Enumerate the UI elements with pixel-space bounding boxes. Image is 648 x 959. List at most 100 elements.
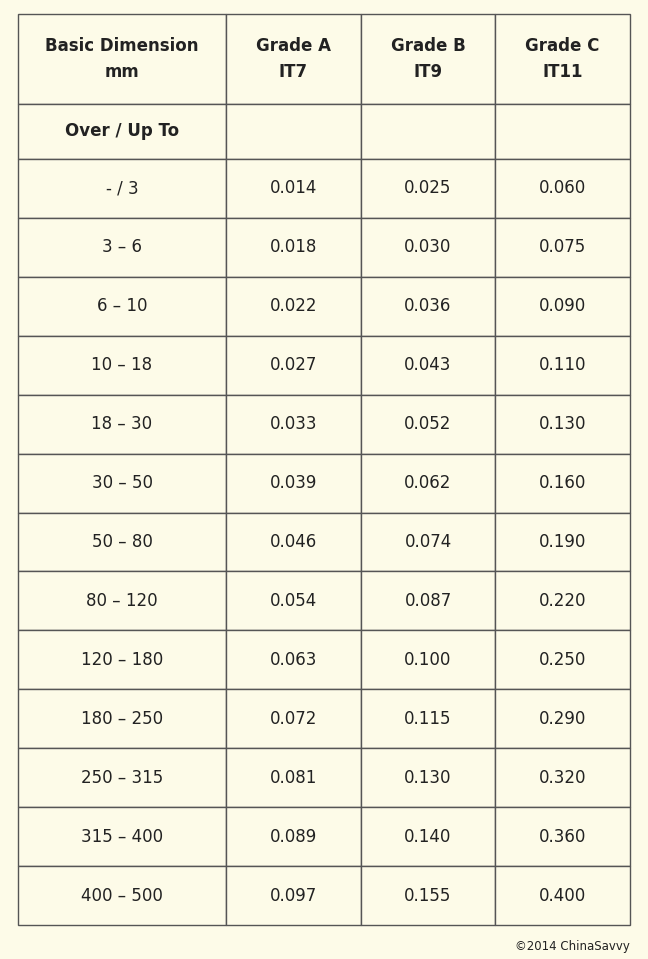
Bar [226,690,361,748]
Text: 50 – 80: 50 – 80 [91,533,152,551]
Text: 250 – 315: 250 – 315 [81,769,163,786]
Text: 315 – 400: 315 – 400 [81,828,163,846]
Bar [226,572,361,630]
Bar [361,454,495,512]
Text: 0.014: 0.014 [270,179,317,198]
Bar [361,336,495,395]
Bar [361,690,495,748]
Text: Over / Up To: Over / Up To [65,123,179,141]
Text: 0.097: 0.097 [270,886,317,904]
Bar [18,336,226,395]
Bar [18,572,226,630]
Bar [495,512,630,572]
Text: 0.400: 0.400 [539,886,586,904]
Text: Grade C
IT11: Grade C IT11 [526,36,600,82]
Text: 80 – 120: 80 – 120 [86,592,158,610]
Text: 0.033: 0.033 [270,415,317,433]
Bar [495,277,630,336]
Text: 0.089: 0.089 [270,828,317,846]
Text: 0.100: 0.100 [404,651,452,668]
Bar [495,454,630,512]
Text: 0.063: 0.063 [270,651,317,668]
Text: 0.155: 0.155 [404,886,452,904]
Bar [18,630,226,690]
Text: Grade B
IT9: Grade B IT9 [391,36,465,82]
Bar [18,807,226,866]
Bar [361,807,495,866]
Bar [495,748,630,807]
Text: 0.075: 0.075 [539,239,586,256]
Text: 0.054: 0.054 [270,592,317,610]
Bar [495,104,630,159]
Bar [361,572,495,630]
Text: 0.027: 0.027 [270,356,317,374]
Text: 0.052: 0.052 [404,415,452,433]
Bar [18,866,226,925]
Bar [18,218,226,277]
Text: 3 – 6: 3 – 6 [102,239,142,256]
Bar [495,14,630,104]
Text: 0.072: 0.072 [270,710,317,728]
Text: 0.090: 0.090 [539,297,586,316]
Text: 18 – 30: 18 – 30 [91,415,152,433]
Bar [18,748,226,807]
Bar [226,159,361,218]
Text: 0.290: 0.290 [539,710,586,728]
Bar [361,395,495,454]
Text: 180 – 250: 180 – 250 [81,710,163,728]
Bar [495,572,630,630]
Text: 10 – 18: 10 – 18 [91,356,152,374]
Bar [226,277,361,336]
Text: 0.087: 0.087 [404,592,452,610]
Bar [495,159,630,218]
Bar [495,630,630,690]
Text: 0.081: 0.081 [270,769,317,786]
Text: 0.036: 0.036 [404,297,452,316]
Bar [226,807,361,866]
Bar [361,14,495,104]
Text: 0.320: 0.320 [539,769,586,786]
Bar [361,218,495,277]
Bar [495,807,630,866]
Text: 0.018: 0.018 [270,239,317,256]
Bar [361,630,495,690]
Bar [226,14,361,104]
Bar [495,866,630,925]
Bar [361,277,495,336]
Text: 30 – 50: 30 – 50 [91,474,152,492]
Text: 0.190: 0.190 [539,533,586,551]
Text: - / 3: - / 3 [106,179,139,198]
Text: 0.110: 0.110 [539,356,586,374]
Bar [361,866,495,925]
Bar [361,748,495,807]
Text: 120 – 180: 120 – 180 [81,651,163,668]
Text: 0.130: 0.130 [539,415,586,433]
Text: 400 – 500: 400 – 500 [81,886,163,904]
Text: 6 – 10: 6 – 10 [97,297,147,316]
Text: 0.250: 0.250 [539,651,586,668]
Bar [18,14,226,104]
Text: Grade A
IT7: Grade A IT7 [256,36,331,82]
Text: 0.074: 0.074 [404,533,452,551]
Bar [18,512,226,572]
Bar [226,748,361,807]
Text: 0.043: 0.043 [404,356,452,374]
Text: 0.062: 0.062 [404,474,452,492]
Bar [495,690,630,748]
Bar [226,395,361,454]
Text: 0.160: 0.160 [539,474,586,492]
Bar [226,336,361,395]
Bar [18,159,226,218]
Bar [226,630,361,690]
Bar [226,866,361,925]
Text: 0.022: 0.022 [270,297,317,316]
Text: 0.130: 0.130 [404,769,452,786]
Text: ©2014 ChinaSavvy: ©2014 ChinaSavvy [515,940,630,953]
Text: 0.039: 0.039 [270,474,317,492]
Bar [226,512,361,572]
Text: 0.115: 0.115 [404,710,452,728]
Bar [18,104,226,159]
Text: Basic Dimension
mm: Basic Dimension mm [45,36,199,82]
Bar [18,395,226,454]
Bar [226,104,361,159]
